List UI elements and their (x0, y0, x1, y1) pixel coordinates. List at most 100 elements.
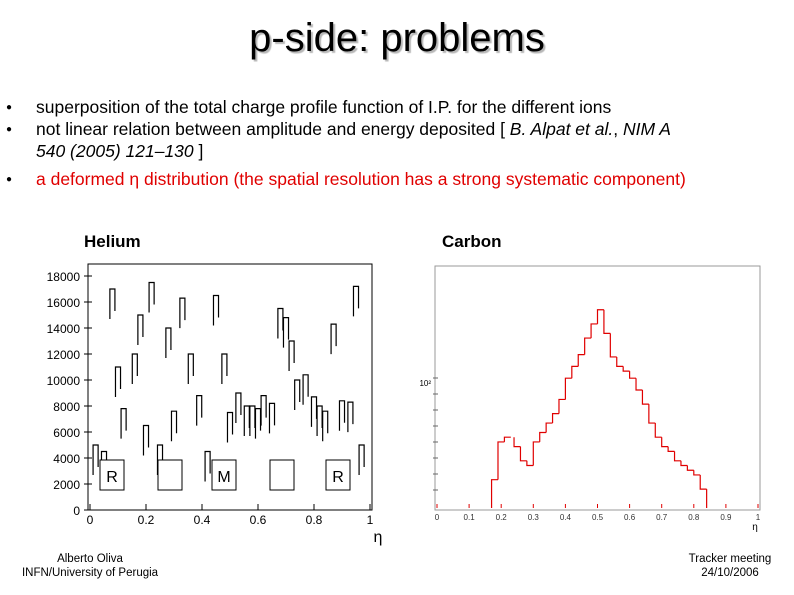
histogram-step (148, 281, 155, 313)
histogram-step (249, 405, 256, 436)
histogram-step (490, 479, 498, 508)
x-tick-label: 0.6 (624, 513, 636, 522)
x-tick-label: 0 (87, 513, 94, 527)
histogram-step (616, 356, 624, 367)
x-axis-label: η (752, 522, 758, 533)
histogram-step (142, 424, 150, 456)
x-tick-label: 0.6 (250, 513, 267, 527)
y-tick-label: 4000 (53, 452, 80, 466)
x-tick-label: 0.2 (138, 513, 155, 527)
bullet-dot: ● (6, 102, 13, 113)
histogram-step (577, 354, 585, 367)
y-tick-label: 10² (419, 379, 431, 388)
x-tick-label: 0.2 (496, 513, 508, 522)
histogram-step (114, 366, 122, 397)
histogram-step (316, 405, 323, 436)
bullet-text-2-line2: 540 (2005) 121–130 ] (36, 141, 204, 161)
histogram-step (513, 437, 521, 448)
region-box (211, 459, 237, 491)
y-tick-label: 6000 (53, 426, 80, 440)
histogram-step (260, 395, 267, 426)
x-tick-label: 1 (367, 513, 374, 527)
histogram-step (686, 465, 694, 471)
x-tick-label: 0.9 (720, 513, 732, 522)
footer-meeting-name: Tracker meeting (688, 553, 772, 565)
y-tick-label: 0 (73, 504, 80, 518)
histogram-step (654, 423, 662, 438)
histogram-step (532, 441, 540, 466)
histogram-step (322, 410, 329, 442)
region-label: R (106, 469, 118, 486)
histogram-step (268, 402, 276, 434)
bullet-dot: ● (6, 124, 13, 135)
region-box (157, 459, 183, 491)
footer-meeting: Tracker meeting 24/10/2006 (660, 552, 794, 580)
histogram-step (156, 444, 164, 475)
x-tick-label: 1 (756, 513, 761, 522)
footer-author-name: Alberto Oliva (57, 553, 123, 565)
y-tick-label: 18000 (47, 270, 81, 284)
helium-histogram: 0 2000 4000 6000 8000 10000 12000 14000 16000 180… (47, 263, 383, 546)
helium-frame (87, 263, 373, 511)
histogram-step (165, 327, 172, 358)
histogram-step (243, 405, 250, 436)
histogram-step (584, 337, 592, 355)
x-tick-label: 0.1 (464, 513, 476, 522)
histogram-step (137, 314, 144, 345)
y-tick-label: 12000 (47, 348, 81, 362)
histogram-step (352, 285, 360, 317)
histogram-step (699, 474, 707, 490)
histogram-step (635, 378, 643, 391)
x-axis-label: η (374, 529, 383, 546)
region-box (325, 459, 351, 491)
bullet-text-3: a deformed η distribution (the spatial r… (36, 169, 686, 189)
histogram-step (603, 309, 611, 334)
histogram-step (629, 371, 637, 379)
histogram-step (92, 444, 99, 475)
bullet-text-2-line1: not linear relation between amplitude an… (36, 119, 671, 139)
histogram-step (235, 392, 242, 423)
histogram-step (226, 411, 234, 443)
x-tick-label: 0.8 (688, 513, 700, 522)
histogram-step (497, 441, 505, 480)
carbon-plot-title: Carbon (442, 232, 502, 251)
histogram-step (187, 353, 194, 384)
histogram-step (526, 460, 534, 467)
histogram-step (661, 437, 669, 448)
x-tick-label: 0 (435, 513, 440, 522)
histogram-step (131, 353, 138, 384)
histogram-step (609, 333, 617, 358)
region-label: M (217, 469, 230, 486)
histogram-step (196, 395, 203, 426)
bullet-text-1: superposition of the total charge profil… (36, 97, 612, 117)
x-tick-label: 0.8 (306, 513, 323, 527)
bullet-dot: ● (6, 174, 13, 185)
histogram-step (254, 408, 262, 439)
carbon-frame (434, 265, 761, 511)
histogram-step (358, 444, 365, 475)
histogram-step (596, 309, 604, 324)
x-tick-label: 0.4 (194, 513, 211, 527)
histogram-step (179, 297, 186, 329)
carbon-histogram: 0 0.1 0.2 0.3 0.4 0.5 0.6 0.7 0.8 0.9 1 10² η (419, 265, 761, 533)
histogram-step (338, 400, 346, 431)
histogram-step (170, 410, 178, 442)
histogram-step (519, 446, 527, 462)
histogram-step (545, 422, 553, 433)
y-tick-label: 10000 (47, 374, 81, 388)
histogram-step (667, 446, 675, 452)
histogram-step (590, 323, 598, 339)
region-label: R (332, 469, 344, 486)
histogram-step (212, 294, 220, 326)
histogram-step (648, 404, 656, 424)
histogram-step (641, 390, 649, 405)
footer-meeting-date: 24/10/2006 (701, 567, 759, 579)
histogram-step (503, 436, 511, 442)
x-tick-label: 0.3 (528, 513, 540, 522)
histogram-step (282, 317, 290, 348)
footer-author-affiliation: INFN/University of Perugia (21, 567, 159, 579)
helium-plot-title: Helium (84, 232, 141, 251)
histogram-step (288, 340, 295, 371)
region-box (269, 459, 295, 491)
y-tick-label: 8000 (53, 400, 80, 414)
